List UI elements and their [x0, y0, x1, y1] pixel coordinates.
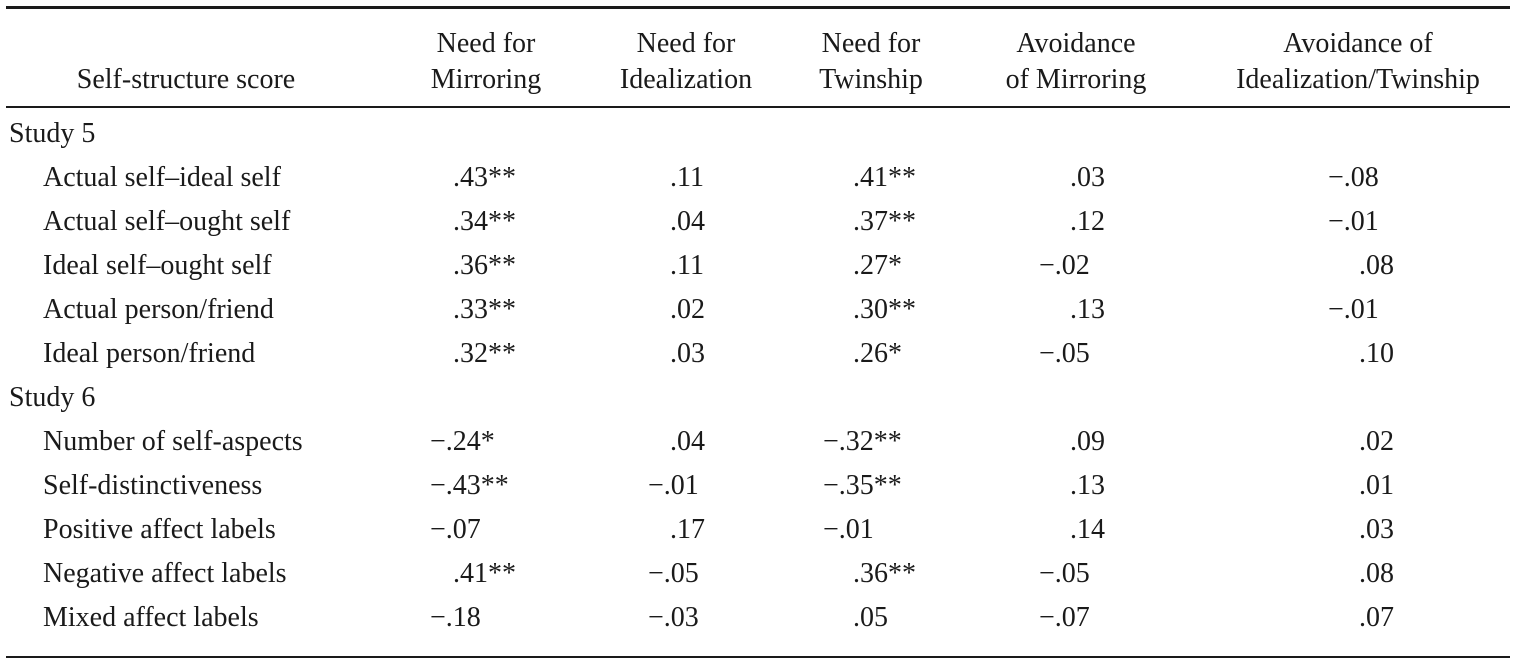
cell-avoidance-of-idealization-twinship: −.01 [1328, 206, 1379, 237]
top-rule [6, 6, 1510, 9]
cell-avoidance-of-idealization-twinship: .08 [1359, 558, 1394, 589]
header-need-for-idealization: Need for Idealization [586, 20, 786, 98]
cell-need-for-twinship: −.32** [823, 426, 902, 457]
cell-avoidance-of-mirroring: .12 [1070, 206, 1105, 237]
cell-need-for-twinship: .41** [853, 162, 916, 193]
table-row: Actual self–ideal self .43** .11 .41** .… [6, 156, 1510, 200]
cell-need-for-mirroring: −.18 [430, 602, 481, 633]
cell-avoidance-of-mirroring: .13 [1070, 470, 1105, 501]
cell-need-for-twinship: .26* [853, 338, 902, 369]
row-label: Actual person/friend [43, 294, 274, 325]
header-need-for-twinship-line2: Twinship [819, 64, 923, 95]
header-avoidance-of-mirroring-line1: Avoidance [1016, 28, 1136, 59]
header-need-for-mirroring: Need for Mirroring [386, 20, 586, 98]
cell-need-for-twinship: .37** [853, 206, 916, 237]
section-label: Study 5 [9, 118, 96, 149]
cell-avoidance-of-idealization-twinship: .07 [1359, 602, 1394, 633]
cell-avoidance-of-mirroring: .14 [1070, 514, 1105, 545]
cell-avoidance-of-idealization-twinship: −.08 [1328, 162, 1379, 193]
row-label: Negative affect labels [43, 558, 287, 589]
cell-need-for-idealization: .17 [670, 514, 705, 545]
section-row-study-5: Study 5 [6, 112, 1510, 156]
cell-need-for-mirroring: −.07 [430, 514, 481, 545]
cell-need-for-mirroring: .32** [453, 338, 516, 369]
row-label: Mixed affect labels [43, 602, 259, 633]
table-row: Actual person/friend .33** .02 .30** .13… [6, 288, 1510, 332]
table-row: Negative affect labels .41** −.05 .36** … [6, 552, 1510, 596]
row-label: Positive affect labels [43, 514, 276, 545]
cell-need-for-idealization: .11 [670, 162, 704, 193]
header-rule [6, 106, 1510, 108]
cell-need-for-twinship: −.35** [823, 470, 902, 501]
cell-need-for-twinship: −.01 [823, 514, 874, 545]
header-need-for-twinship: Need for Twinship [776, 20, 966, 98]
header-avoidance-of-mirroring-line2: of Mirroring [1005, 64, 1147, 95]
header-avoidance-of-idealization-twinship: Avoidance of Idealization/Twinship [1206, 20, 1510, 98]
cell-need-for-mirroring: −.43** [430, 470, 509, 501]
cell-need-for-idealization: .03 [670, 338, 705, 369]
cell-avoidance-of-mirroring: −.05 [1039, 338, 1090, 369]
cell-avoidance-of-idealization-twinship: .08 [1359, 250, 1394, 281]
cell-avoidance-of-mirroring: −.05 [1039, 558, 1090, 589]
cell-need-for-mirroring: .34** [453, 206, 516, 237]
table-row: Number of self-aspects −.24* .04 −.32** … [6, 420, 1510, 464]
header-need-for-idealization-line1: Need for [636, 28, 736, 59]
table-row: Self-distinctiveness −.43** −.01 −.35** … [6, 464, 1510, 508]
cell-need-for-twinship: .27* [853, 250, 902, 281]
header-need-for-mirroring-line1: Need for [436, 28, 536, 59]
header-need-for-twinship-line1: Need for [821, 28, 921, 59]
row-label: Self-distinctiveness [43, 470, 263, 501]
table-row: Positive affect labels −.07 .17 −.01 .14… [6, 508, 1510, 552]
cell-need-for-twinship: .05 [853, 602, 888, 633]
header-need-for-idealization-line2: Idealization [619, 64, 753, 95]
cell-need-for-idealization: .04 [670, 426, 705, 457]
cell-need-for-idealization: −.01 [648, 470, 699, 501]
cell-need-for-mirroring: .43** [453, 162, 516, 193]
row-label: Number of self-aspects [43, 426, 303, 457]
header-self-structure-score: Self-structure score [6, 20, 366, 98]
cell-need-for-idealization: −.05 [648, 558, 699, 589]
table-row: Actual self–ought self .34** .04 .37** .… [6, 200, 1510, 244]
cell-need-for-mirroring: .36** [453, 250, 516, 281]
cell-avoidance-of-idealization-twinship: .10 [1359, 338, 1394, 369]
row-label: Actual self–ought self [43, 206, 291, 237]
table-row: Ideal person/friend .32** .03 .26* −.05 … [6, 332, 1510, 376]
cell-need-for-idealization: .04 [670, 206, 705, 237]
section-label: Study 6 [9, 382, 96, 413]
table-row: Mixed affect labels −.18 −.03 .05 −.07 .… [6, 596, 1510, 640]
section-row-study-6: Study 6 [6, 376, 1510, 420]
cell-need-for-idealization: .02 [670, 294, 705, 325]
header-avoidance-of-mirroring: Avoidance of Mirroring [971, 20, 1181, 98]
cell-avoidance-of-idealization-twinship: .02 [1359, 426, 1394, 457]
row-label: Actual self–ideal self [43, 162, 281, 193]
cell-need-for-mirroring: .33** [453, 294, 516, 325]
header-avoidance-of-idealization-twinship-line1: Avoidance of [1283, 28, 1433, 59]
cell-avoidance-of-mirroring: .13 [1070, 294, 1105, 325]
cell-avoidance-of-idealization-twinship: −.01 [1328, 294, 1379, 325]
cell-avoidance-of-mirroring: −.02 [1039, 250, 1090, 281]
cell-need-for-mirroring: −.24* [430, 426, 495, 457]
bottom-rule [6, 656, 1510, 658]
table-row: Ideal self–ought self .36** .11 .27* −.0… [6, 244, 1510, 288]
cell-avoidance-of-mirroring: .09 [1070, 426, 1105, 457]
row-label: Ideal self–ought self [43, 250, 272, 281]
cell-need-for-idealization: .11 [670, 250, 704, 281]
cell-avoidance-of-mirroring: −.07 [1039, 602, 1090, 633]
correlation-table: Self-structure score Need for Mirroring … [6, 0, 1516, 662]
header-need-for-mirroring-line2: Mirroring [430, 64, 542, 95]
cell-avoidance-of-idealization-twinship: .03 [1359, 514, 1394, 545]
cell-avoidance-of-idealization-twinship: .01 [1359, 470, 1394, 501]
cell-avoidance-of-mirroring: .03 [1070, 162, 1105, 193]
cell-need-for-mirroring: .41** [453, 558, 516, 589]
row-label: Ideal person/friend [43, 338, 256, 369]
cell-need-for-twinship: .30** [853, 294, 916, 325]
header-avoidance-of-idealization-twinship-line2: Idealization/Twinship [1236, 64, 1480, 95]
header-self-structure-score-text: Self-structure score [76, 64, 296, 95]
cell-need-for-twinship: .36** [853, 558, 916, 589]
cell-need-for-idealization: −.03 [648, 602, 699, 633]
